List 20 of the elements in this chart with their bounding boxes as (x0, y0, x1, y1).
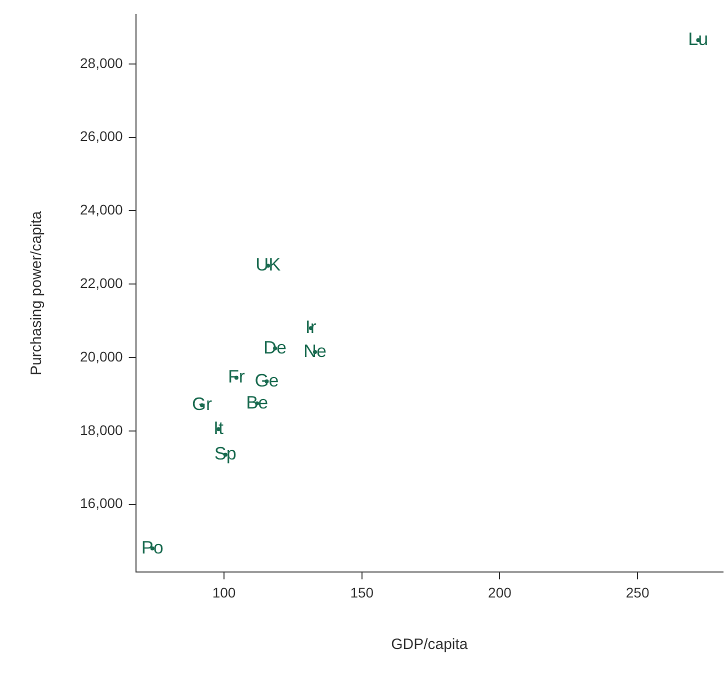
data-label: UK (256, 254, 281, 275)
data-label: It (214, 418, 224, 438)
x-tick-label: 100 (212, 584, 236, 600)
data-label: Be (246, 392, 268, 412)
y-tick-label: 20,000 (80, 348, 124, 364)
data-label: Sp (214, 444, 236, 464)
y-axis-title: Purchasing power/capita (28, 210, 46, 376)
x-axis-title: GDP/capita (391, 636, 468, 654)
y-tick-label: 16,000 (80, 495, 124, 512)
y-tick-label: 18,000 (80, 422, 124, 438)
data-label: Ne (304, 340, 327, 361)
x-tick-label: 200 (488, 584, 512, 600)
x-tick-label: 250 (626, 584, 650, 600)
data-label: Lu (688, 29, 708, 50)
data-label: Po (141, 537, 164, 558)
y-tick-label: 24,000 (80, 202, 124, 218)
y-tick-label: 22,000 (80, 274, 124, 291)
y-tick-label: 28,000 (80, 54, 124, 71)
y-tick-label: 26,000 (80, 128, 124, 144)
x-tick-label: 150 (350, 584, 374, 600)
